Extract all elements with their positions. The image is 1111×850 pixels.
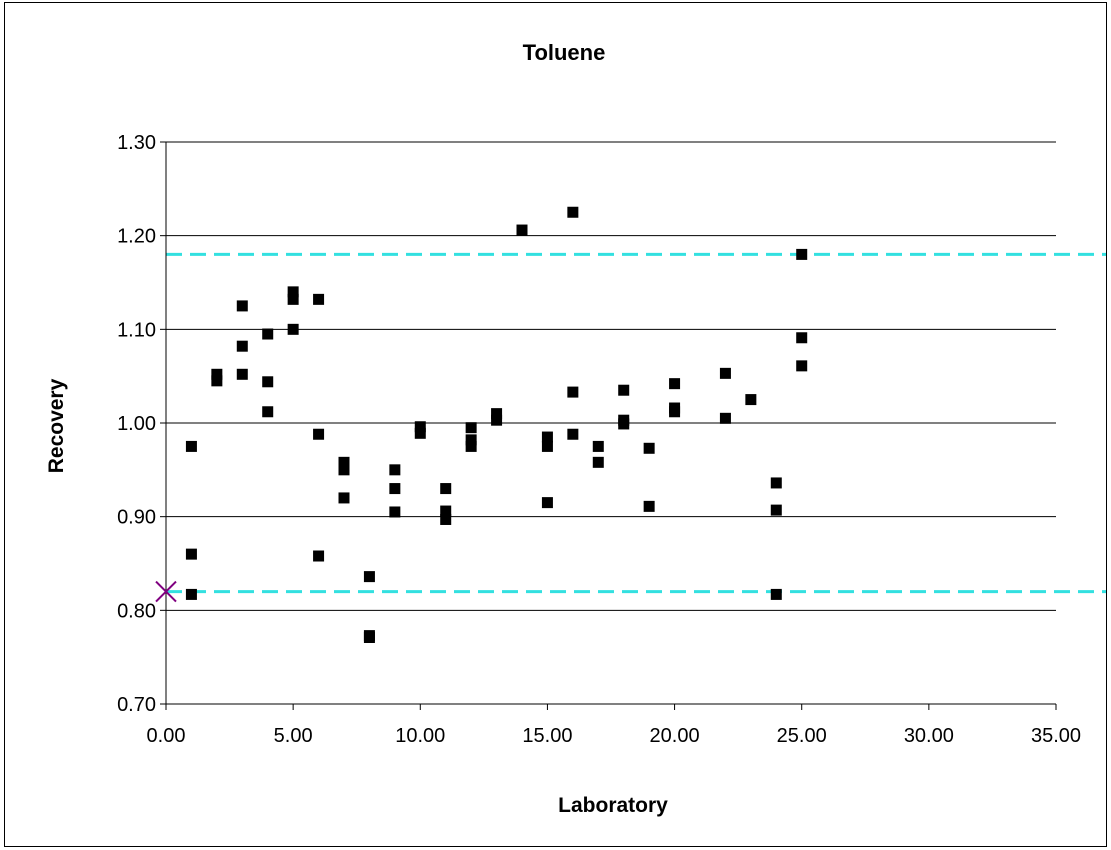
reference-marker-stroke (155, 580, 177, 603)
x-tick-label: 0.00 (147, 725, 186, 747)
data-point (389, 483, 401, 495)
data-point (440, 513, 452, 525)
data-point (262, 376, 274, 388)
data-point (796, 360, 808, 372)
data-point (236, 340, 248, 352)
control-limits (166, 252, 1106, 594)
x-tick-label: 20.00 (650, 725, 700, 747)
data-point (541, 497, 553, 509)
data-point (338, 456, 350, 468)
data-point (262, 328, 274, 340)
data-point (796, 248, 808, 260)
scatter-chart: Toluene 0.70 0.80 0.90 1.00 1.10 1.20 1.30 0.0… (45, 40, 1106, 817)
data-point (414, 427, 426, 439)
x-tick-labels: 0.00 5.00 10.00 15.00 20.00 25.00 30.00 35.00 (147, 725, 1082, 747)
y-tick-label: 1.00 (117, 413, 156, 435)
data-point (185, 440, 197, 452)
y-tick-label: 1.20 (117, 226, 156, 248)
data-point (491, 408, 503, 420)
data-point (796, 332, 808, 344)
x-tick-label: 5.00 (274, 725, 313, 747)
data-point (592, 440, 604, 452)
data-point (770, 477, 782, 489)
data-point (465, 434, 477, 446)
data-point (440, 505, 452, 517)
data-points (185, 206, 808, 643)
x-tick-label: 15.00 (522, 725, 572, 747)
data-point (440, 483, 452, 495)
data-point (287, 286, 299, 298)
data-point (770, 588, 782, 600)
data-point (262, 406, 274, 418)
data-point (643, 442, 655, 454)
data-point (669, 406, 681, 418)
chart-frame: Toluene 0.70 0.80 0.90 1.00 1.10 1.20 1.30 0.0… (4, 2, 1107, 847)
y-axis-label: Recovery (45, 378, 68, 473)
y-tick-labels: 0.70 0.80 0.90 1.00 1.10 1.20 1.30 (117, 132, 156, 716)
data-point (338, 464, 350, 476)
data-point (338, 492, 350, 504)
data-point (363, 631, 375, 643)
data-point (541, 431, 553, 443)
data-point (313, 428, 325, 440)
data-point (669, 378, 681, 390)
data-point (465, 440, 477, 452)
data-point (719, 367, 731, 379)
data-point (287, 323, 299, 335)
x-tick-label: 10.00 (395, 725, 445, 747)
data-point (287, 293, 299, 305)
data-point (465, 422, 477, 434)
x-tick-label: 25.00 (777, 725, 827, 747)
data-point (236, 368, 248, 380)
data-point (313, 550, 325, 562)
data-point (592, 456, 604, 468)
data-point (211, 375, 223, 387)
reference-marker (155, 580, 177, 603)
data-point (567, 386, 579, 398)
data-point (491, 414, 503, 426)
data-point (567, 206, 579, 218)
data-point (745, 394, 757, 406)
axes (160, 141, 1057, 710)
data-point (541, 440, 553, 452)
data-point (618, 418, 630, 430)
data-point (211, 368, 223, 380)
data-point (236, 300, 248, 312)
data-point (185, 588, 197, 600)
data-point (313, 293, 325, 305)
y-tick-label: 1.10 (117, 319, 156, 341)
chart-title: Toluene (523, 40, 606, 65)
x-axis-label: Laboratory (558, 794, 668, 817)
data-point (516, 224, 528, 236)
data-point (643, 500, 655, 512)
data-point (770, 504, 782, 516)
data-point (389, 506, 401, 518)
data-point (618, 384, 630, 396)
data-point (389, 464, 401, 476)
data-point (414, 421, 426, 433)
grid-lines (166, 141, 1056, 611)
data-point (567, 428, 579, 440)
y-tick-label: 0.70 (117, 694, 156, 716)
x-tick-label: 35.00 (1031, 725, 1081, 747)
x-tick-label: 30.00 (904, 725, 954, 747)
y-tick-label: 1.30 (117, 132, 156, 154)
data-point (363, 571, 375, 583)
data-point (185, 548, 197, 560)
data-point (719, 412, 731, 424)
y-tick-label: 0.80 (117, 600, 156, 622)
y-tick-label: 0.90 (117, 507, 156, 529)
